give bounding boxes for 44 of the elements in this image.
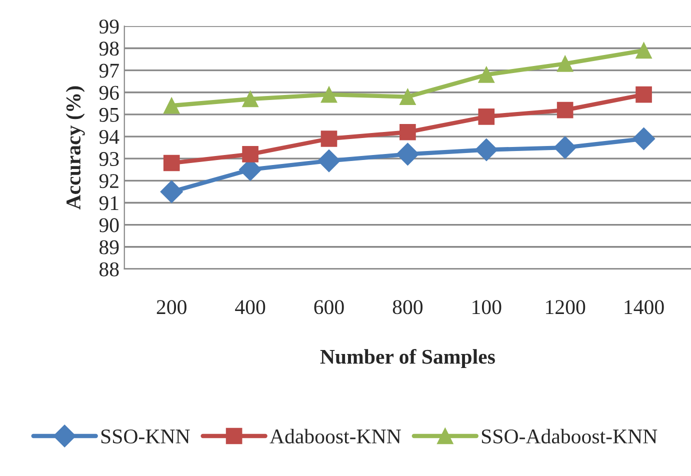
point [556,56,574,72]
point [320,130,338,147]
point [160,180,183,204]
point [478,66,495,83]
point [400,88,416,105]
x-tick-label: 200 [156,300,186,314]
legend-label: SSO-Adaboost-KNN [482,428,658,444]
point [400,124,416,140]
point [554,136,576,159]
y-tick-label: 88 [99,262,119,276]
point [632,127,656,150]
point [320,86,338,103]
x-axis-title: Number of Samples [320,348,495,368]
x-tick-label: 1200 [546,300,586,314]
point [242,90,258,108]
y-tick-label: 97 [99,64,119,78]
point [396,142,420,166]
point [318,149,340,172]
y-axis-title: Accuracy (%) [66,86,85,210]
legend-label: Adaboost-KNN [270,428,401,444]
point [163,97,180,114]
point [636,86,652,103]
y-tick-label: 98 [99,42,119,56]
point [556,102,574,118]
legend-label: SSO-KNN [101,430,190,444]
x-tick-label: 400 [235,300,266,314]
x-tick-label: 100 [472,300,502,314]
x-tick-label: 600 [314,300,344,314]
y-tick-label: 92 [99,174,118,188]
x-tick-label: 800 [392,300,423,314]
point [163,154,180,172]
y-tick-label: 94 [99,130,120,144]
y-tick-label: 90 [99,218,119,232]
point [636,42,652,59]
y-tick-label: 95 [99,108,119,122]
x-tick-label: 1400 [624,300,664,314]
point [478,108,495,125]
y-tick-label: 89 [99,240,119,254]
y-tick-label: 96 [99,86,119,100]
y-tick-label: 99 [99,20,119,34]
point [475,138,498,162]
y-tick-label: 93 [99,152,119,166]
y-tick-label: 91 [99,196,118,210]
point [242,146,258,162]
